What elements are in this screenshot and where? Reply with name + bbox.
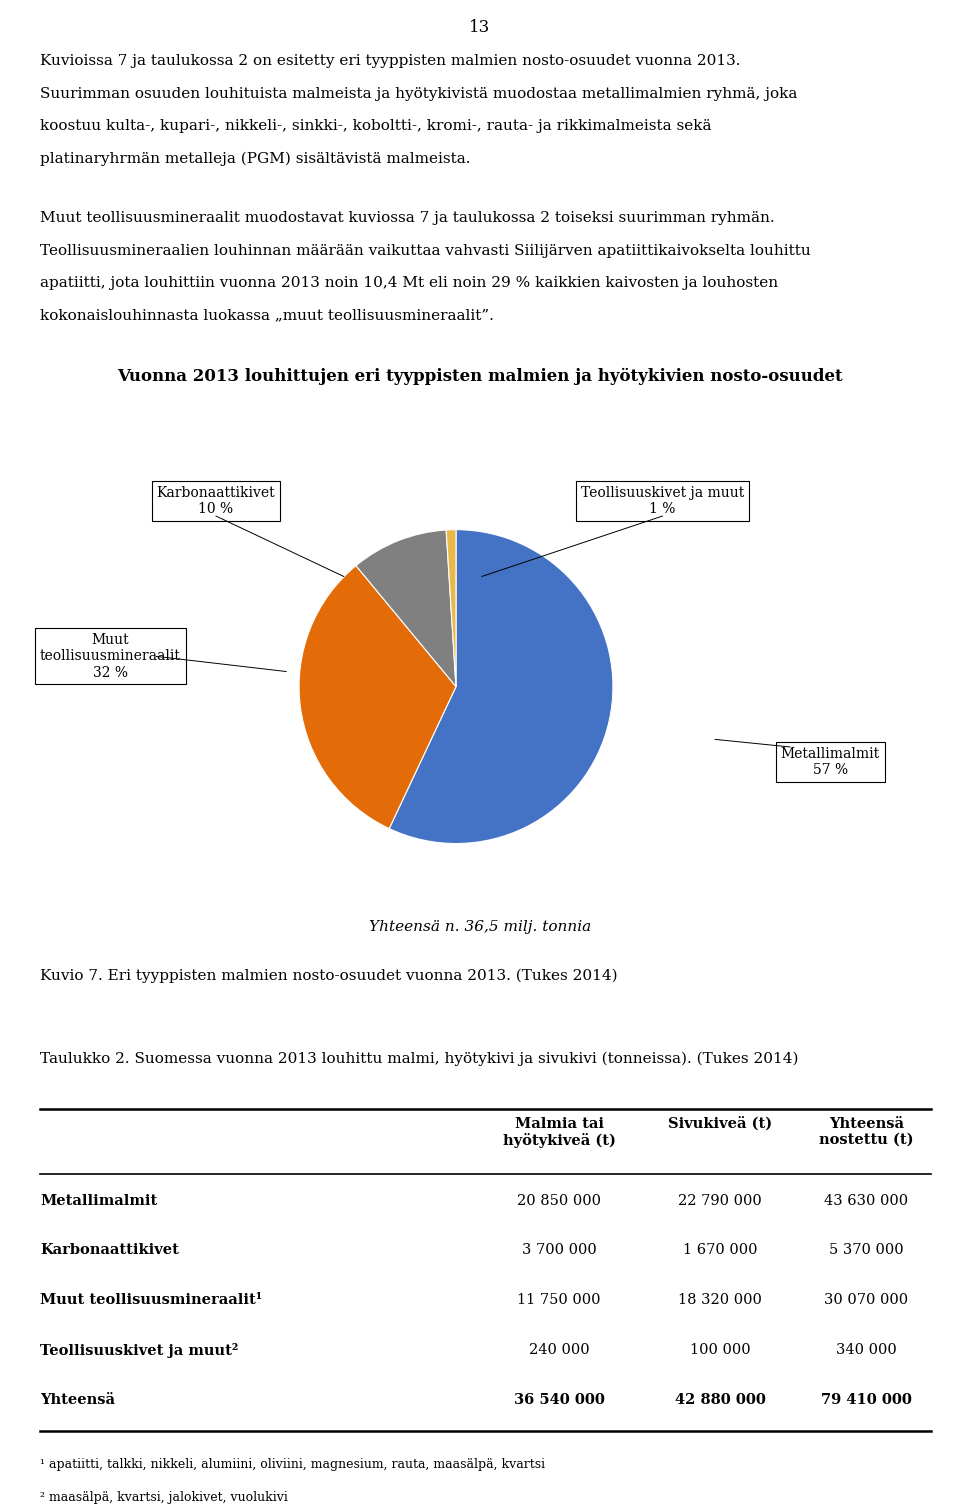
Text: 11 750 000: 11 750 000 (517, 1293, 601, 1307)
Text: apatiitti, jota louhittiin vuonna 2013 noin 10,4 Mt eli noin 29 % kaikkien kaivo: apatiitti, jota louhittiin vuonna 2013 n… (40, 276, 779, 290)
Text: 240 000: 240 000 (529, 1343, 589, 1357)
Text: Taulukko 2. Suomessa vuonna 2013 louhittu malmi, hyötykivi ja sivukivi (tonneiss: Taulukko 2. Suomessa vuonna 2013 louhitt… (40, 1052, 799, 1067)
Text: Muut teollisuusmineraalit muodostavat kuviossa 7 ja taulukossa 2 toiseksi suurim: Muut teollisuusmineraalit muodostavat ku… (40, 211, 775, 225)
Text: ² maasälpä, kvartsi, jalokivet, vuolukivi: ² maasälpä, kvartsi, jalokivet, vuolukiv… (40, 1491, 288, 1504)
Wedge shape (389, 530, 612, 844)
Text: 79 410 000: 79 410 000 (821, 1393, 912, 1406)
Text: 100 000: 100 000 (689, 1343, 751, 1357)
Text: 13: 13 (469, 18, 491, 36)
Text: 340 000: 340 000 (836, 1343, 897, 1357)
Text: 43 630 000: 43 630 000 (825, 1194, 908, 1207)
Text: 3 700 000: 3 700 000 (522, 1243, 596, 1257)
Text: Yhteensä: Yhteensä (40, 1393, 115, 1406)
Text: Kuvioissa 7 ja taulukossa 2 on esitetty eri tyyppisten malmien nosto-osuudet vuo: Kuvioissa 7 ja taulukossa 2 on esitetty … (40, 54, 741, 68)
Text: Metallimalmit
57 %: Metallimalmit 57 % (780, 747, 880, 777)
Text: Suurimman osuuden louhituista malmeista ja hyötykivistä muodostaa metallimalmien: Suurimman osuuden louhituista malmeista … (40, 86, 798, 101)
Wedge shape (300, 566, 456, 828)
Text: Muut
teollisuusmineraalit
32 %: Muut teollisuusmineraalit 32 % (40, 634, 180, 679)
Text: platinaryhrmän metalleja (PGM) sisältävistä malmeista.: platinaryhrmän metalleja (PGM) sisältävi… (40, 151, 470, 166)
Text: koostuu kulta-, kupari-, nikkeli-, sinkki-, koboltti-, kromi-, rauta- ja rikkima: koostuu kulta-, kupari-, nikkeli-, sinkk… (40, 119, 711, 133)
Text: Teollisuuskivet ja muut
1 %: Teollisuuskivet ja muut 1 % (581, 486, 744, 516)
Text: ¹ apatiitti, talkki, nikkeli, alumiini, oliviini, magnesium, rauta, maasälpä, kv: ¹ apatiitti, talkki, nikkeli, alumiini, … (40, 1458, 545, 1471)
Text: 18 320 000: 18 320 000 (678, 1293, 762, 1307)
Text: Kuvio 7. Eri tyyppisten malmien nosto-osuudet vuonna 2013. (Tukes 2014): Kuvio 7. Eri tyyppisten malmien nosto-os… (40, 969, 618, 984)
Text: kokonaislouhinnasta luokassa „muut teollisuusmineraalit”.: kokonaislouhinnasta luokassa „muut teoll… (40, 308, 494, 323)
Text: Teollisuusmineraalien louhinnan määrään vaikuttaa vahvasti Siilijärven apatiitti: Teollisuusmineraalien louhinnan määrään … (40, 243, 811, 258)
Text: 22 790 000: 22 790 000 (678, 1194, 762, 1207)
Wedge shape (356, 530, 456, 687)
Wedge shape (446, 530, 456, 687)
Text: 20 850 000: 20 850 000 (517, 1194, 601, 1207)
Text: Teollisuuskivet ja muut²: Teollisuuskivet ja muut² (40, 1343, 239, 1358)
Text: Sivukiveä (t): Sivukiveä (t) (668, 1117, 772, 1132)
Text: Vuonna 2013 louhittujen eri tyyppisten malmien ja hyötykivien nosto-osuudet: Vuonna 2013 louhittujen eri tyyppisten m… (117, 368, 843, 385)
Text: Metallimalmit: Metallimalmit (40, 1194, 157, 1207)
Text: Yhteensä
nostettu (t): Yhteensä nostettu (t) (819, 1117, 914, 1147)
Text: Malmia tai
hyötykiveä (t): Malmia tai hyötykiveä (t) (503, 1117, 615, 1148)
Text: 36 540 000: 36 540 000 (514, 1393, 605, 1406)
Text: 30 070 000: 30 070 000 (825, 1293, 908, 1307)
Text: 42 880 000: 42 880 000 (675, 1393, 765, 1406)
Text: Karbonaattikivet
10 %: Karbonaattikivet 10 % (156, 486, 276, 516)
Text: Karbonaattikivet: Karbonaattikivet (40, 1243, 180, 1257)
Text: 1 670 000: 1 670 000 (683, 1243, 757, 1257)
Text: 5 370 000: 5 370 000 (829, 1243, 903, 1257)
Text: Yhteensä n. 36,5 milj. tonnia: Yhteensä n. 36,5 milj. tonnia (369, 920, 591, 934)
Text: Muut teollisuusmineraalit¹: Muut teollisuusmineraalit¹ (40, 1293, 262, 1307)
